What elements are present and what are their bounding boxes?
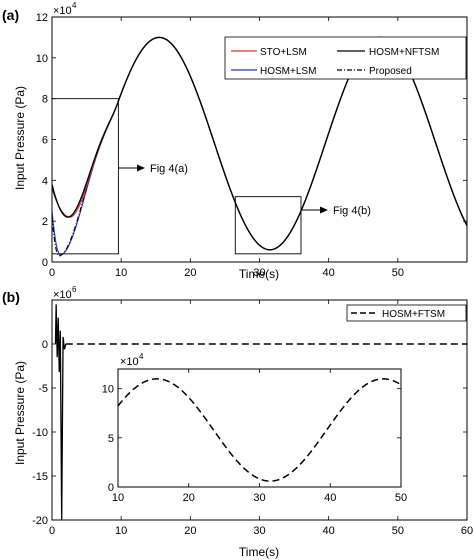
panel-a-ytick-label: 2 bbox=[42, 216, 48, 228]
inset-y-exponent: ×10 4 bbox=[120, 352, 144, 368]
panel-a: (a) Input Pressure (Pa) Time(s) ×10 4 0 1… bbox=[2, 1, 468, 281]
fig4a-arrow-head bbox=[137, 164, 145, 172]
panel-b-xtick-label: 30 bbox=[253, 525, 265, 537]
inset-xtick-label: 40 bbox=[324, 492, 336, 504]
inset-frame bbox=[117, 368, 402, 488]
inset-ytick-label: 10 bbox=[102, 384, 114, 396]
legend-label-sto-lsm: STO+LSM bbox=[260, 47, 307, 58]
panel-b-ytick-label: -5 bbox=[38, 383, 48, 395]
inset-y-exponent-power: 4 bbox=[139, 352, 144, 361]
panel-b-legend-box bbox=[346, 304, 467, 322]
inset-ytick-label: 0 bbox=[108, 482, 114, 494]
panel-a-y-exponent-power: 4 bbox=[72, 1, 77, 10]
panel-b-xtick-label: 60 bbox=[461, 525, 473, 537]
panel-b-label: (b) bbox=[2, 289, 20, 305]
panel-b-y-exponent-base: ×10 bbox=[53, 289, 72, 301]
panel-a-ytick-label: 6 bbox=[42, 135, 48, 147]
panel-a-ytick-label: 10 bbox=[36, 53, 48, 65]
panel-a-ytick-label: 4 bbox=[42, 175, 48, 187]
legend-item-sto-lsm: STO+LSM bbox=[231, 47, 307, 58]
panel-b-inset: ×10 4 10 20 30 40 50 0 5 10 bbox=[102, 352, 407, 504]
inset-series-line-hosm-ftsm bbox=[118, 378, 401, 482]
panel-b-y-exponent-power: 6 bbox=[72, 285, 77, 294]
inset-xtick-label: 30 bbox=[253, 492, 265, 504]
fig4a-label: Fig 4(a) bbox=[150, 163, 188, 175]
panel-b-plot-frame bbox=[51, 299, 468, 521]
panel-b-xlabel: Time(s) bbox=[239, 545, 279, 559]
panel-a-y-exponent-base: ×10 bbox=[53, 5, 72, 17]
panel-a-legend-box bbox=[224, 36, 467, 80]
panel-b-xtick-label: 10 bbox=[115, 525, 127, 537]
panel-a-legend: STO+LSM HOSM+NFTSM HOSM+LSM Proposed bbox=[224, 36, 467, 80]
panel-a-xtick-label: 10 bbox=[115, 267, 127, 279]
panel-b-ytick-label: -15 bbox=[32, 471, 48, 483]
legend-label-hosm-lsm: HOSM+LSM bbox=[260, 66, 316, 77]
panel-a-xtick-label: 20 bbox=[184, 267, 196, 279]
panel-a-xtick-label: 50 bbox=[392, 267, 404, 279]
panel-a-ytick-label: 12 bbox=[36, 12, 48, 24]
panel-b-ylabel: Input Pressure (Pa) bbox=[13, 361, 27, 465]
fig4b-annotation: Fig 4(b) bbox=[302, 205, 371, 217]
inset-y-exponent-base: ×10 bbox=[120, 356, 139, 368]
panel-b-xtick-label: 0 bbox=[49, 525, 55, 537]
legend-item-hosm-lsm: HOSM+LSM bbox=[231, 66, 316, 77]
inset-xtick-label: 50 bbox=[395, 492, 407, 504]
panel-a-y-exponent: ×10 4 bbox=[53, 1, 77, 17]
panel-a-xlabel: Time(s) bbox=[239, 267, 279, 281]
legend-item-proposed: Proposed bbox=[337, 66, 412, 77]
panel-a-xtick-label: 0 bbox=[49, 267, 55, 279]
legend-item-hosm-nftsm: HOSM+NFTSM bbox=[337, 47, 439, 58]
inset-ytick-label: 5 bbox=[108, 433, 114, 445]
legend-label-hosm-ftsm: HOSM+FTSM bbox=[382, 309, 445, 320]
panel-b-ytick-label: -10 bbox=[32, 427, 48, 439]
panel-a-ylabel: Input Pressure (Pa) bbox=[13, 86, 27, 190]
panel-a-xtick-label: 30 bbox=[253, 267, 265, 279]
series-spikes-hosm-ftsm bbox=[54, 304, 67, 520]
panel-a-label: (a) bbox=[2, 7, 19, 23]
panel-b-xtick-label: 50 bbox=[392, 525, 404, 537]
zoom-box-fig4b bbox=[234, 196, 302, 255]
inset-background bbox=[118, 369, 401, 487]
inset-xtick-label: 10 bbox=[112, 492, 124, 504]
zoom-box-fig4a bbox=[51, 98, 119, 255]
panel-b-y-exponent: ×10 6 bbox=[53, 285, 77, 301]
legend-label-proposed: Proposed bbox=[369, 66, 412, 77]
panel-b-xtick-label: 40 bbox=[323, 525, 335, 537]
inset-xtick-label: 20 bbox=[183, 492, 195, 504]
panel-a-ytick-label: 0 bbox=[42, 257, 48, 269]
panel-a-xtick-label: 40 bbox=[323, 267, 335, 279]
panel-b-xtick-label: 20 bbox=[184, 525, 196, 537]
panel-b-ytick-label: -20 bbox=[32, 515, 48, 527]
fig4b-label: Fig 4(b) bbox=[333, 205, 371, 217]
panel-b-ytick-label: 0 bbox=[42, 339, 48, 351]
fig4b-arrow-head bbox=[320, 206, 328, 214]
panel-a-ytick-label: 8 bbox=[42, 94, 48, 106]
legend-label-hosm-nftsm: HOSM+NFTSM bbox=[369, 47, 439, 58]
fig4a-annotation: Fig 4(a) bbox=[118, 163, 188, 175]
panel-b-legend: HOSM+FTSM bbox=[346, 304, 467, 322]
